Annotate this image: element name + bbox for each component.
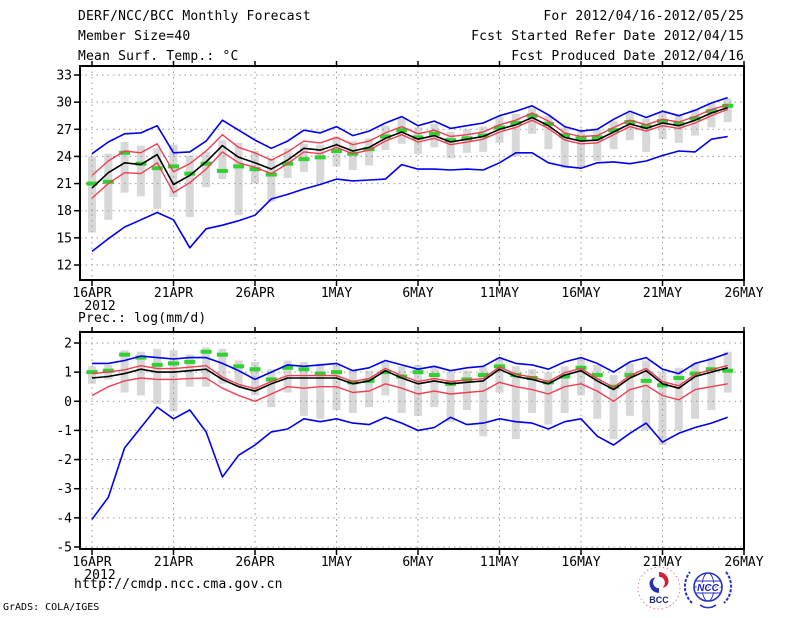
y-tick-label: -2 xyxy=(56,453,72,468)
ncc-logo-laurel-left-icon xyxy=(683,571,693,604)
x-tick-label: 11MAY xyxy=(480,286,519,301)
bcc-logo: BCC xyxy=(637,566,681,610)
forecast-range-label: For 2012/04/16-2012/05/25 xyxy=(543,9,744,24)
temp-chart-climatology-dashes xyxy=(86,103,734,186)
y-tick-label: 18 xyxy=(56,204,72,219)
temp-chart-ensemble-min-line xyxy=(91,135,728,253)
grads-credit: GrADS: COLA/IGES xyxy=(3,602,100,613)
fcst-started-label: Fcst Started Refer Date 2012/04/15 xyxy=(471,29,744,44)
precip-chart-frame xyxy=(79,331,745,550)
temp-chart-lower-bound-line xyxy=(91,108,728,199)
y-tick-label: -5 xyxy=(56,540,72,555)
bcc-logo-swirl-blue-icon xyxy=(649,577,659,593)
ncc-logo-label: NCC xyxy=(697,583,719,594)
precip-chart-ensemble-min-line xyxy=(91,406,728,520)
ncc-logo: NCC xyxy=(683,571,733,609)
precip-chart-ensemble-mean-line xyxy=(91,367,728,392)
precip-chart-lower-bound-line xyxy=(91,377,728,402)
temp-chart-upper-bound-line xyxy=(91,104,728,176)
y-tick-label: 2 xyxy=(64,337,72,352)
fcst-produced-label: Fcst Produced Date 2012/04/16 xyxy=(511,49,744,64)
x-tick-label: 16APR xyxy=(72,555,111,570)
x-tick-label: 11MAY xyxy=(480,555,519,570)
temp-chart-ensemble-max-line xyxy=(91,96,728,155)
y-tick-label: -1 xyxy=(56,424,72,439)
x-axis-year-label: 2012 xyxy=(84,299,115,314)
x-tick-label: 6MAY xyxy=(402,286,433,301)
x-tick-label: 21MAY xyxy=(643,286,682,301)
x-tick-label: 6MAY xyxy=(402,555,433,570)
bcc-logo-swirl-red-icon xyxy=(659,572,669,588)
x-tick-label: 16MAY xyxy=(561,286,600,301)
source-url: http://cmdp.ncc.cma.gov.cn xyxy=(74,577,283,592)
y-tick-label: 27 xyxy=(56,123,72,138)
x-tick-label: 26MAY xyxy=(724,286,763,301)
y-tick-label: 12 xyxy=(56,259,72,274)
bcc-logo-ring-icon xyxy=(637,566,681,610)
precip-chart-climatology-dashes xyxy=(86,349,734,389)
temp-chart-frame xyxy=(79,65,745,281)
precip-chart-gridlines xyxy=(80,332,744,549)
temp-chart-spread-bars xyxy=(88,98,732,233)
y-tick-label: 33 xyxy=(56,69,72,84)
x-tick-label: 21APR xyxy=(154,555,193,570)
x-axis-year-label: 2012 xyxy=(84,568,115,583)
precip-chart-ensemble-max-line xyxy=(92,352,728,381)
y-tick-label: 0 xyxy=(64,395,72,410)
x-tick-label: 1MAY xyxy=(321,555,352,570)
page-title: DERF/NCC/BCC Monthly Forecast xyxy=(78,9,311,24)
y-tick-label: 15 xyxy=(56,231,72,246)
x-tick-label: 21MAY xyxy=(643,555,682,570)
y-tick-label: 30 xyxy=(56,96,72,111)
ncc-logo-laurel-right-icon xyxy=(723,571,733,604)
temp-chart-ensemble-mean-line xyxy=(91,106,728,189)
y-tick-label: 24 xyxy=(56,150,72,165)
precip-chart-title: Prec.: log(mm/d) xyxy=(78,311,207,326)
ncc-logo-parallels-icon xyxy=(694,580,722,594)
x-tick-label: 16MAY xyxy=(561,555,600,570)
x-tick-label: 26MAY xyxy=(724,555,763,570)
x-tick-label: 21APR xyxy=(154,286,193,301)
x-tick-label: 16APR xyxy=(72,286,111,301)
temp-chart-gridlines xyxy=(80,66,744,280)
ncc-logo-base-icon xyxy=(699,604,717,609)
x-tick-label: 1MAY xyxy=(321,286,352,301)
x-tick-label: 26APR xyxy=(235,555,274,570)
temp-chart-title: Mean Surf. Temp.: °C xyxy=(78,49,239,64)
y-tick-label: -3 xyxy=(56,482,72,497)
x-tick-label: 26APR xyxy=(235,286,274,301)
y-tick-label: 1 xyxy=(64,366,72,381)
y-tick-label: -4 xyxy=(56,511,72,526)
y-tick-label: 21 xyxy=(56,177,72,192)
footer-logos: BCC NCC xyxy=(637,566,733,610)
member-size-label: Member Size=40 xyxy=(78,29,191,44)
bcc-logo-label: BCC xyxy=(649,595,669,605)
precip-chart-upper-bound-line xyxy=(91,364,728,390)
